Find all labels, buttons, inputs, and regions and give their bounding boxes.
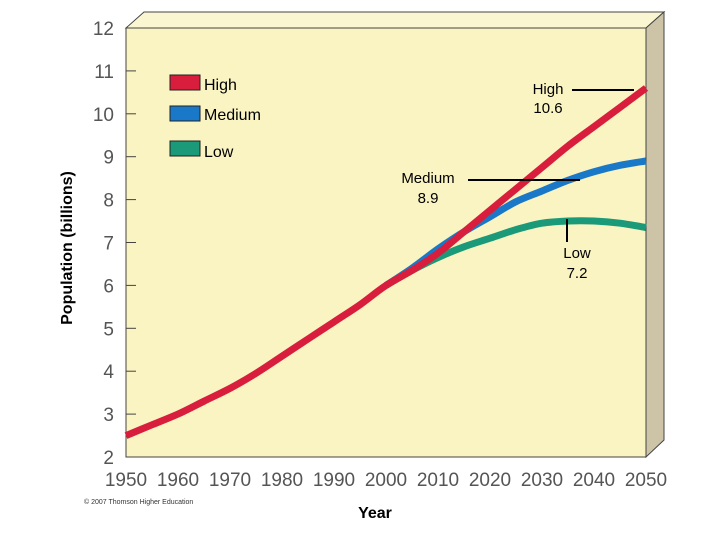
y-tick-label-10: 10 (93, 105, 114, 126)
y-tick-label-6: 6 (103, 276, 114, 297)
series-line-high (124, 85, 649, 439)
x-tick-label-1970: 1970 (209, 470, 251, 491)
y-tick-label-5: 5 (103, 319, 114, 340)
legend-swatch-low (169, 140, 201, 157)
legend: High Medium Low (169, 74, 261, 161)
x-tick-label-1950: 1950 (105, 470, 147, 491)
y-tick-label-8: 8 (103, 191, 114, 212)
annotation-low-label: Low (563, 245, 591, 262)
annotation-medium: Medium 8.9 (401, 170, 580, 207)
x-axis-ticks: 1950 1960 1970 1980 1990 2000 2010 2020 2030 2040… (105, 470, 667, 491)
x-tick-label-1980: 1980 (261, 470, 303, 491)
x-tick-label-2000: 2000 (365, 470, 407, 491)
annotation-high: High 10.6 (533, 81, 634, 117)
y-tick-label-12: 12 (93, 19, 114, 40)
y-tick-label-11: 11 (94, 62, 114, 83)
series-lines (124, 85, 649, 439)
x-tick-label-2030: 2030 (521, 470, 563, 491)
y-tick-label-3: 3 (103, 405, 114, 426)
x-tick-label-2020: 2020 (469, 470, 511, 491)
annotation-high-label: High (533, 81, 564, 98)
x-tick-label-2040: 2040 (573, 470, 615, 491)
legend-label-low: Low (204, 144, 234, 161)
x-tick-label-2050: 2050 (625, 470, 667, 491)
annotation-medium-label: Medium (401, 170, 454, 187)
legend-label-medium: Medium (204, 107, 261, 124)
x-tick-label-1990: 1990 (313, 470, 355, 491)
legend-swatch-high (169, 74, 201, 91)
y-tick-label-2: 2 (103, 448, 114, 469)
y-tick-label-4: 4 (103, 362, 114, 383)
annotation-low: Low 7.2 (563, 219, 591, 282)
x-axis-title: Year (358, 505, 392, 522)
annotation-low-value: 7.2 (567, 265, 588, 282)
y-axis-ticks: 2 3 4 5 6 7 8 9 10 11 12 (93, 19, 136, 469)
annotation-medium-value: 8.9 (418, 190, 439, 207)
y-axis-title: Population (billions) (59, 171, 76, 325)
annotation-high-value: 10.6 (533, 100, 562, 117)
y-tick-label-9: 9 (103, 148, 114, 169)
legend-swatch-medium (169, 105, 201, 122)
plot-area (125, 27, 647, 458)
chart-depth-right (645, 10, 665, 459)
copyright-text: © 2007 Thomson Higher Education (84, 498, 193, 506)
legend-label-high: High (204, 77, 237, 94)
x-tick-label-2010: 2010 (417, 470, 459, 491)
chart-depth-top (124, 11, 666, 29)
x-tick-label-1960: 1960 (157, 470, 199, 491)
y-tick-label-7: 7 (103, 234, 114, 255)
